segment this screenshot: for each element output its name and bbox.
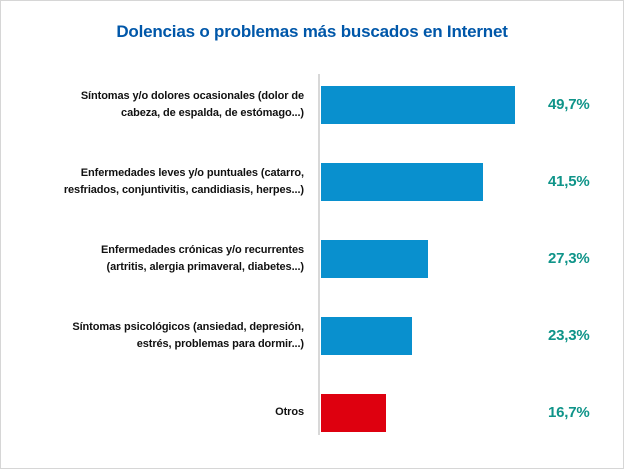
value-label: 41,5% — [548, 173, 590, 190]
bar — [321, 393, 387, 432]
bar — [321, 316, 413, 355]
category-label: Enfermedades leves y/o puntuales (catarr… — [1, 165, 313, 199]
category-label-line1: Enfermedades leves y/o puntuales (catarr… — [80, 166, 304, 179]
value-label: 49,7% — [548, 96, 590, 113]
bar-track — [321, 393, 536, 432]
chart-row: Enfermedades crónicas y/o recurrentes (a… — [1, 220, 623, 297]
category-label: Síntomas psicológicos (ansiedad, depresi… — [1, 319, 313, 353]
bar — [321, 85, 516, 124]
category-label: Enfermedades crónicas y/o recurrentes (a… — [1, 242, 313, 276]
bar — [321, 239, 428, 278]
page-title: Dolencias o problemas más buscados en In… — [116, 22, 508, 41]
category-label-line2: resfriados, conjuntivitis, candidiasis, … — [63, 183, 304, 196]
value-label: 16,7% — [548, 404, 590, 421]
chart-row: Otros 16,7% — [1, 374, 623, 451]
chart-row: Enfermedades leves y/o puntuales (catarr… — [1, 143, 623, 220]
category-label: Otros — [1, 404, 313, 421]
chart-row: Síntomas psicológicos (ansiedad, depresi… — [1, 297, 623, 374]
bar-track — [321, 85, 536, 124]
bar-chart: Síntomas y/o dolores ocasionales (dolor … — [1, 66, 623, 451]
category-label-line2: cabeza, de espalda, de estómago...) — [121, 106, 304, 119]
category-label-line1: Enfermedades crónicas y/o recurrentes — [101, 243, 304, 256]
category-label-line1: Otros — [275, 406, 304, 418]
category-label-line2: (artritis, alergia primaveral, diabetes.… — [106, 260, 305, 273]
category-label-line1: Síntomas y/o dolores ocasionales (dolor … — [80, 89, 304, 102]
bar-track — [321, 316, 536, 355]
value-label: 27,3% — [548, 250, 590, 267]
bar — [321, 162, 484, 201]
bar-track — [321, 239, 536, 278]
chart-rows: Síntomas y/o dolores ocasionales (dolor … — [1, 66, 623, 451]
chart-row: Síntomas y/o dolores ocasionales (dolor … — [1, 66, 623, 143]
category-label: Síntomas y/o dolores ocasionales (dolor … — [1, 88, 313, 122]
y-axis-line — [318, 74, 320, 435]
category-label-line2: estrés, problemas para dormir...) — [136, 337, 304, 350]
category-label-line1: Síntomas psicológicos (ansiedad, depresi… — [72, 320, 304, 333]
value-label: 23,3% — [548, 327, 590, 344]
bar-track — [321, 162, 536, 201]
